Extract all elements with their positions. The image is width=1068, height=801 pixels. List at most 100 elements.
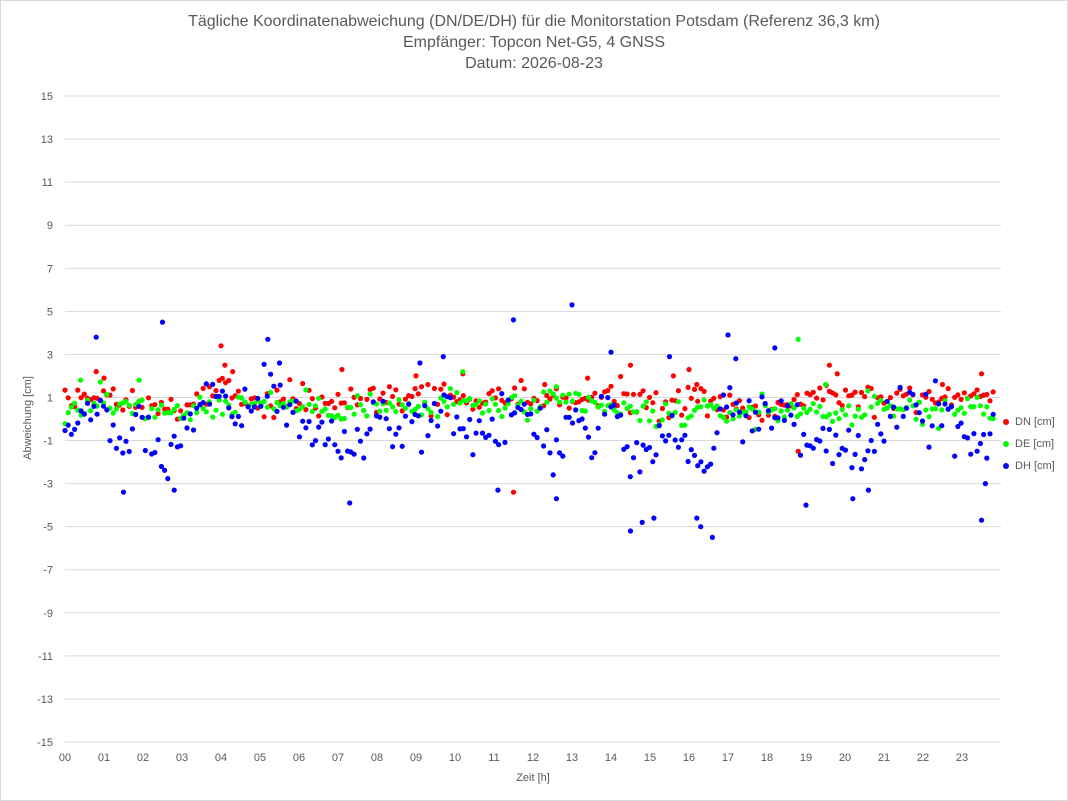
data-point [444, 412, 450, 418]
data-point [977, 440, 984, 447]
data-point [65, 410, 71, 416]
data-point [637, 469, 643, 475]
data-point [576, 391, 582, 397]
data-point [357, 438, 364, 444]
data-point [341, 415, 347, 422]
data-point [383, 407, 389, 413]
data-point [709, 534, 716, 541]
data-point [663, 401, 669, 407]
x-tick-label: 15 [644, 752, 656, 764]
data-point [627, 403, 633, 409]
x-tick-label: 22 [917, 752, 929, 764]
data-point [277, 382, 283, 388]
y-tick-label: -15 [37, 737, 53, 749]
data-point [553, 384, 560, 390]
data-point [727, 385, 733, 391]
data-point [850, 496, 856, 502]
data-point [695, 398, 701, 404]
y-tick-label: 3 [47, 349, 53, 361]
data-point [171, 406, 177, 412]
data-point [412, 386, 418, 392]
data-point [694, 381, 700, 388]
data-point [97, 397, 103, 404]
data-point [88, 408, 94, 414]
data-point [518, 406, 524, 413]
data-point [640, 403, 646, 409]
data-point [159, 319, 166, 325]
data-point [418, 449, 425, 455]
data-point [550, 472, 556, 478]
data-point [473, 430, 479, 436]
data-point [563, 399, 569, 405]
data-point [582, 408, 588, 414]
data-point [190, 427, 197, 433]
data-point [981, 431, 987, 438]
data-point [592, 399, 598, 405]
data-point [431, 385, 437, 392]
data-point [781, 417, 788, 423]
data-point [377, 414, 383, 420]
data-point [528, 406, 534, 412]
data-point [977, 403, 984, 409]
data-point [425, 381, 431, 388]
y-tick-label: -13 [37, 694, 53, 706]
data-point [235, 388, 241, 394]
data-point [569, 398, 576, 404]
data-point [939, 381, 946, 388]
data-point [817, 438, 823, 444]
data-point [746, 398, 752, 404]
data-point [701, 397, 707, 403]
data-point [646, 394, 653, 400]
data-point [797, 411, 804, 417]
data-point [223, 398, 229, 404]
legend-label-dn: DN [cm] [1015, 416, 1055, 428]
data-point [544, 392, 550, 399]
data-point [230, 369, 236, 375]
data-point [428, 417, 434, 424]
data-point [84, 400, 91, 406]
data-point [287, 377, 293, 383]
data-point [258, 403, 264, 409]
data-point [110, 422, 116, 428]
x-tick-label: 06 [293, 752, 305, 764]
data-point [218, 343, 224, 349]
y-tick-label: -1 [43, 436, 53, 448]
data-point [537, 405, 543, 411]
data-point [316, 395, 322, 401]
data-point [553, 395, 560, 401]
data-point [65, 395, 71, 401]
data-point [797, 452, 804, 458]
data-point [101, 375, 107, 381]
x-tick-label: 07 [332, 752, 344, 764]
data-point [444, 404, 450, 410]
data-point [460, 369, 466, 375]
data-point [679, 437, 685, 443]
data-point [309, 396, 315, 402]
data-point [174, 403, 180, 409]
data-point [955, 423, 961, 430]
data-point [251, 404, 258, 410]
data-point [68, 431, 74, 437]
x-tick-label: 12 [527, 752, 539, 764]
data-point [438, 408, 444, 414]
data-point [268, 389, 274, 396]
data-point [839, 403, 845, 409]
data-point [756, 426, 762, 432]
data-point [139, 397, 145, 403]
data-point [852, 389, 858, 395]
data-point [675, 399, 682, 405]
data-point [142, 447, 148, 454]
data-point [566, 405, 572, 411]
data-point [402, 405, 408, 411]
data-point [232, 421, 238, 427]
data-point [913, 402, 919, 408]
data-point [531, 431, 537, 437]
data-point [511, 393, 518, 399]
data-point [107, 438, 113, 444]
data-point [875, 421, 881, 427]
data-point [470, 452, 476, 458]
data-point [637, 391, 643, 397]
data-point [93, 334, 99, 340]
data-point [386, 400, 392, 406]
